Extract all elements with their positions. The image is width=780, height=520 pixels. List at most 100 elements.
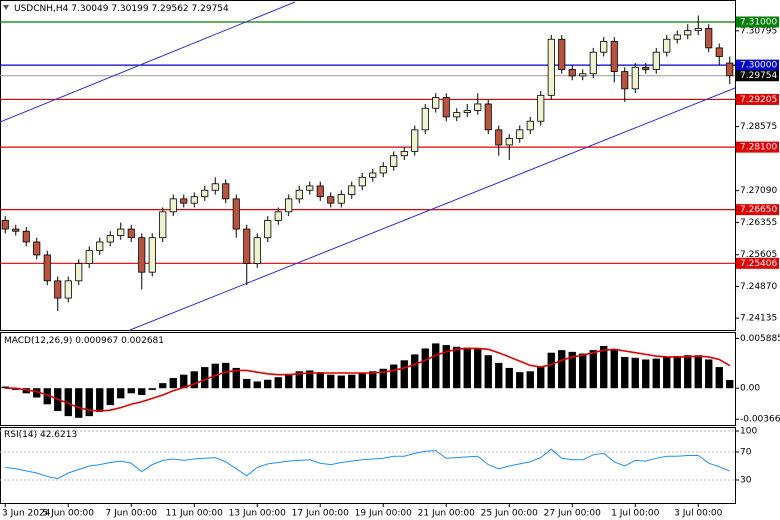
x-tick-label: 21 Jun 00:00	[418, 509, 475, 519]
macd-bar	[673, 356, 681, 389]
y-tick-label: -0.003666	[740, 415, 780, 425]
x-tick-label: 11 Jun 00:00	[166, 509, 223, 519]
macd-bar	[589, 350, 597, 389]
candle-body	[547, 38, 555, 96]
candle-body	[589, 51, 597, 75]
candle-body	[663, 38, 671, 53]
y-tick-label: 7.27090	[740, 186, 777, 196]
macd-bar	[337, 375, 345, 389]
macd-bar	[505, 367, 513, 389]
candle-body	[610, 41, 618, 73]
macd-bar	[642, 359, 650, 389]
candle-body	[54, 280, 62, 299]
x-tick-label: 19 Jun 00:00	[355, 509, 412, 519]
macd-bar	[558, 350, 566, 389]
macd-bar	[663, 356, 671, 389]
candle-body	[369, 172, 377, 178]
macd-bar	[474, 348, 482, 389]
macd-bar	[358, 372, 366, 389]
candle-body	[463, 110, 471, 113]
candle-body	[568, 69, 576, 77]
candle-body	[232, 198, 240, 230]
candle-body	[264, 220, 272, 239]
macd-bar	[579, 353, 587, 389]
candle-body	[22, 230, 30, 243]
y-tick-label: 0.005885	[740, 334, 780, 344]
macd-bar	[369, 371, 377, 389]
macd-bar	[138, 388, 146, 395]
macd-bar	[190, 371, 198, 389]
y-tick-label: 30	[740, 476, 752, 486]
macd-bar	[705, 359, 713, 389]
macd-bar	[96, 388, 104, 412]
macd-bar	[684, 355, 692, 389]
y-tick-label: 7.26355	[740, 218, 777, 228]
macd-bar	[495, 362, 503, 389]
macd-bar	[243, 378, 251, 389]
macd-bar	[253, 381, 261, 389]
macd-bar	[621, 356, 629, 389]
candle-body	[715, 47, 723, 57]
symbol: USDCNH,H4	[14, 4, 69, 14]
signal-value: 0.002681	[121, 336, 164, 346]
candle-body	[558, 38, 566, 70]
candle-body	[358, 176, 366, 187]
x-tick-label: 1 Jul 00:00	[611, 509, 660, 519]
candle-body	[327, 196, 335, 204]
x-tick-label: 27 Jun 00:00	[544, 509, 601, 519]
candle-body	[201, 189, 209, 198]
macd-bar	[526, 371, 534, 389]
macd-bar	[463, 347, 471, 389]
candle-body	[64, 280, 72, 299]
last-high: 7.30199	[111, 4, 148, 14]
macd-bar	[43, 388, 51, 405]
price-label: 7.29754	[740, 71, 777, 81]
level-label-box	[736, 16, 779, 28]
macd-bar	[180, 374, 188, 389]
candle-body	[306, 185, 314, 191]
candle-body	[579, 73, 587, 77]
candle-body	[516, 129, 524, 139]
candle-body	[159, 211, 167, 239]
price-label-box	[736, 70, 779, 82]
candle-body	[621, 71, 629, 90]
macd-value: 0.000967	[75, 336, 118, 346]
level-label: 7.31000	[740, 18, 777, 28]
level-label: 7.25406	[740, 259, 777, 269]
macd-bar	[516, 372, 524, 389]
macd-bar	[484, 355, 492, 389]
macd-title: MACD(12,26,9) 0.000967 0.002681	[4, 336, 164, 346]
macd-bar	[264, 379, 272, 389]
last-open: 7.30049	[71, 4, 108, 14]
macd-bar	[442, 345, 450, 389]
rsi-name: RSI(14)	[4, 430, 37, 440]
macd-bar	[600, 345, 608, 389]
macd-bar	[12, 388, 20, 390]
macd-bar	[117, 388, 125, 399]
macd-bar	[232, 367, 240, 389]
candle-body	[12, 228, 20, 232]
x-tick-label: 3 Jul 00:00	[674, 509, 723, 519]
level-label-box	[736, 59, 779, 71]
candle-body	[316, 185, 324, 198]
macd-bar	[75, 388, 83, 418]
candle-body	[33, 241, 41, 256]
macd-bar	[159, 383, 167, 389]
level-label: 7.28100	[740, 143, 777, 153]
candle-body	[75, 263, 83, 282]
trend-line	[0, 1, 296, 123]
macd-name: MACD(12,26,9)	[4, 336, 72, 346]
level-label: 7.29205	[740, 95, 777, 105]
candle-body	[495, 129, 503, 146]
x-tick-label: 17 Jun 00:00	[292, 509, 349, 519]
candle-body	[43, 254, 51, 282]
candle-body	[253, 237, 261, 264]
macd-bar	[85, 388, 93, 417]
macd-bar	[22, 388, 30, 394]
candle-body	[442, 97, 450, 118]
macd-bar	[631, 357, 639, 389]
macd-bar	[327, 374, 335, 389]
macd-bar	[421, 348, 429, 389]
candle-body	[432, 97, 440, 109]
